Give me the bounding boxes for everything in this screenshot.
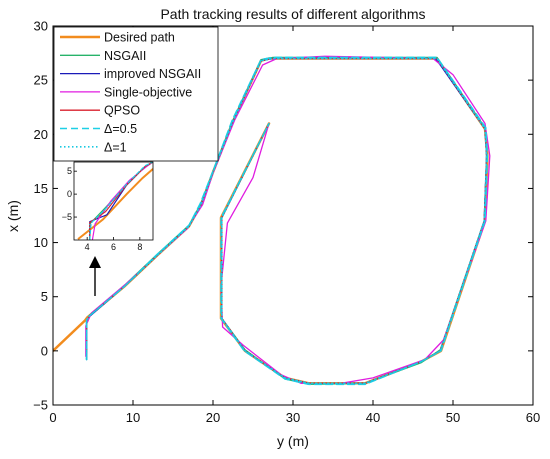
y-tick-label-7: 30 [34, 19, 48, 34]
y-tick-label-5: 20 [34, 127, 48, 142]
inset-curves [77, 162, 153, 240]
x-tick-label-5: 50 [446, 410, 460, 425]
x-tick-label-3: 30 [286, 410, 300, 425]
x-tick-label-0: 0 [49, 410, 56, 425]
inset-x-tick-label-1: 6 [111, 242, 116, 252]
inset-x-tick-label-2: 8 [137, 242, 142, 252]
y-axis-label: x (m) [5, 200, 21, 232]
x-tick-label-1: 10 [126, 410, 140, 425]
y-tick-label-3: 10 [34, 235, 48, 250]
inset-y-tick-label-1: 0 [67, 189, 72, 199]
series-line-6 [85, 57, 488, 385]
inset-curve-6 [89, 162, 153, 240]
inset-axes: 4 6 8 −5 0 5 [62, 166, 143, 252]
inset-plot: 4 6 8 −5 0 5 [62, 161, 154, 252]
x-tick-label-4: 40 [366, 410, 380, 425]
x-tick-label-2: 20 [206, 410, 220, 425]
legend-label-4: QPSO [104, 104, 140, 118]
inset-curve-5 [89, 162, 153, 240]
inset-curve-4 [89, 162, 153, 240]
legend: Desired path NSGAII improved NSGAII Single-… [53, 26, 219, 162]
inset-x-tick-label-0: 4 [85, 242, 90, 252]
inset-y-tick-label-0: −5 [62, 212, 72, 222]
y-tick-label-0: −5 [33, 398, 48, 413]
y-tick-label-6: 25 [34, 73, 48, 88]
x-tick-label-6: 60 [526, 410, 540, 425]
legend-label-2: improved NSGAII [104, 67, 201, 81]
x-axis-label: y (m) [277, 433, 309, 449]
chart-title: Path tracking results of different algor… [160, 6, 425, 22]
y-tick-label-1: 0 [41, 343, 48, 358]
y-tick-label-2: 5 [41, 289, 48, 304]
legend-label-0: Desired path [104, 31, 175, 45]
series-layer [53, 55, 491, 386]
legend-items: Desired path NSGAII improved NSGAII Single-… [60, 31, 201, 154]
inset-y-tick-label-2: 5 [67, 166, 72, 176]
zoom-arrow [89, 256, 101, 296]
legend-label-6: Δ=1 [104, 140, 127, 154]
legend-label-3: Single-objective [104, 85, 192, 99]
legend-label-1: NSGAII [104, 49, 146, 63]
legend-box [53, 26, 219, 162]
legend-label-5: Δ=0.5 [104, 122, 137, 136]
y-tick-label-4: 15 [34, 181, 48, 196]
